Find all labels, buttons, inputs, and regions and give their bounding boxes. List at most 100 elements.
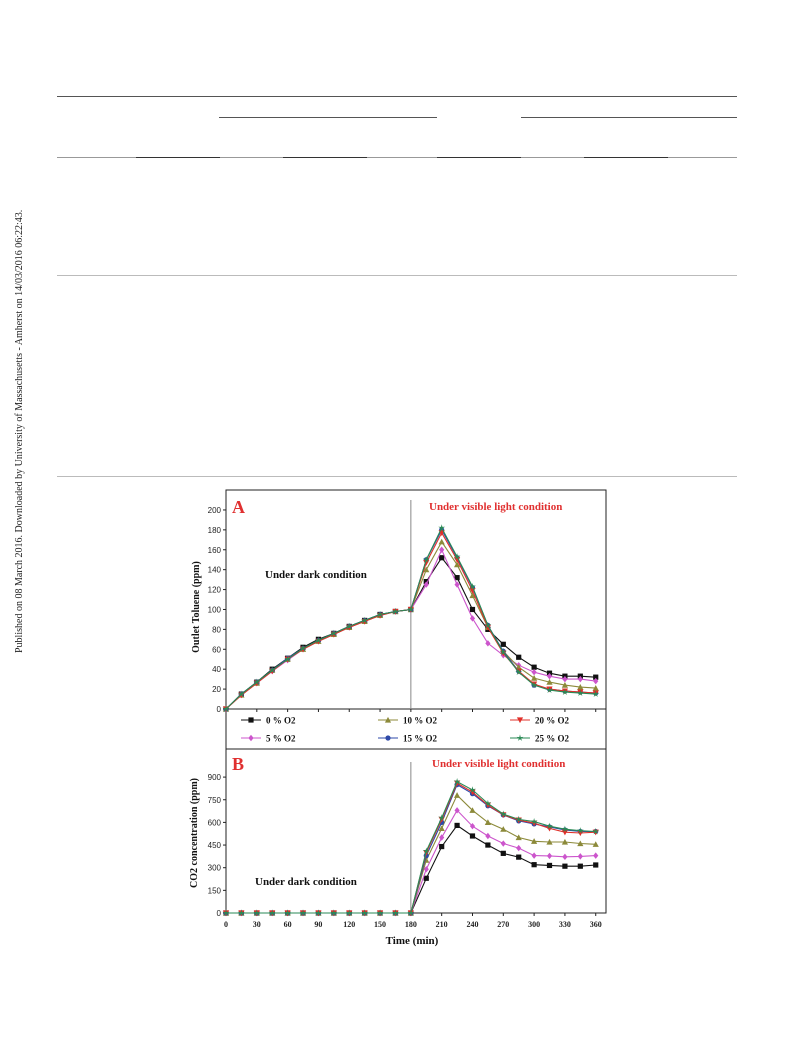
panel-b-letter: B bbox=[232, 754, 244, 774]
panel-a-point bbox=[531, 675, 538, 681]
legend-label: 25 % O2 bbox=[535, 734, 570, 744]
panel-a-point bbox=[330, 629, 338, 637]
panel-a-ytick-label: 100 bbox=[208, 605, 222, 614]
panel-b-point bbox=[238, 909, 245, 916]
panel-b-point bbox=[499, 810, 507, 817]
panel-b-point bbox=[469, 786, 476, 793]
panel-a-ytick-label: 20 bbox=[212, 685, 221, 694]
table-subheader-seg-4 bbox=[584, 157, 668, 158]
table-header-rule-left bbox=[219, 117, 437, 118]
panel-b-xtick-label: 150 bbox=[374, 920, 386, 929]
panel-a-point bbox=[530, 681, 538, 688]
panel-b-point bbox=[361, 909, 369, 916]
panel-a-point bbox=[593, 674, 599, 680]
panel-b-point bbox=[576, 827, 584, 834]
panel-b-point bbox=[469, 822, 476, 830]
panel-b-xtick-label: 60 bbox=[284, 920, 292, 929]
panel-b-xtick-label: 240 bbox=[466, 920, 478, 929]
table-header-rule-right bbox=[521, 117, 737, 118]
panel-a-point bbox=[577, 675, 583, 683]
panel-a-ytick-label: 160 bbox=[208, 546, 222, 555]
panel-a-point bbox=[592, 685, 599, 691]
panel-b-xtick-label: 330 bbox=[559, 920, 571, 929]
panel-b-xtick-label: 360 bbox=[590, 920, 602, 929]
panel-b-ytick-label: 900 bbox=[208, 773, 222, 782]
panel-a-plot bbox=[222, 524, 600, 713]
panel-a-point bbox=[453, 553, 461, 560]
legend-label: 10 % O2 bbox=[403, 716, 438, 726]
panel-b-ytick-label: 300 bbox=[208, 864, 222, 873]
table-top-rule bbox=[57, 96, 737, 97]
panel-b-point bbox=[546, 862, 553, 869]
panel-b-point bbox=[577, 863, 583, 869]
legend-marker bbox=[516, 734, 524, 741]
panel-a-point bbox=[268, 666, 276, 674]
panel-b-point bbox=[485, 832, 491, 840]
panel-b-xtick-label: 300 bbox=[528, 920, 540, 929]
panel-a-ytick-label: 180 bbox=[208, 526, 222, 535]
panel-b-point bbox=[593, 852, 599, 859]
panel-a-point bbox=[299, 644, 307, 652]
download-notice: Published on 08 March 2016. Downloaded b… bbox=[2, 163, 26, 663]
panel-b-xtick-label: 180 bbox=[405, 920, 417, 929]
panel-b-point bbox=[484, 802, 491, 809]
legend-label: 15 % O2 bbox=[403, 734, 438, 744]
panel-b-point bbox=[546, 852, 553, 860]
panel-b-point bbox=[484, 799, 492, 807]
panel-b-ylabel: CO2 concentration (ppm) bbox=[189, 778, 200, 888]
panel-a-dark-label: Under dark condition bbox=[265, 569, 367, 581]
panel-a-ytick-label: 140 bbox=[208, 566, 222, 575]
panel-b-point bbox=[439, 834, 445, 841]
panel-b-point bbox=[561, 825, 569, 833]
panel-b-point bbox=[561, 838, 569, 845]
download-notice-text: Published on 08 March 2016. Downloaded b… bbox=[14, 209, 25, 653]
panel-a-ytick-label: 40 bbox=[212, 665, 221, 674]
panel-a-point bbox=[238, 690, 245, 697]
panel-b-point bbox=[562, 863, 568, 869]
panel-b-dark-label: Under dark condition bbox=[255, 876, 357, 888]
panel-a-point bbox=[531, 664, 537, 670]
panel-b-point bbox=[577, 853, 583, 860]
panel-a-point bbox=[253, 678, 261, 685]
panel-b-ytick-label: 450 bbox=[208, 841, 222, 850]
panel-a-point bbox=[439, 546, 445, 553]
panel-a-point bbox=[469, 583, 476, 590]
legend-marker bbox=[248, 734, 254, 742]
panel-b-xtick-label: 30 bbox=[253, 920, 261, 929]
panel-a-point bbox=[392, 607, 399, 615]
panel-b-point bbox=[500, 840, 506, 847]
panel-b-point bbox=[515, 815, 523, 823]
panel-b-point bbox=[531, 862, 537, 868]
panel-b-point bbox=[546, 825, 553, 832]
panel-b-point bbox=[546, 838, 553, 845]
legend-label: 0 % O2 bbox=[266, 716, 296, 726]
panel-a-ytick-label: 60 bbox=[212, 645, 221, 654]
panel-b-xtick-label: 210 bbox=[436, 920, 448, 929]
panel-b-point bbox=[438, 825, 445, 832]
panel-a-point bbox=[284, 655, 291, 663]
panel-b-point bbox=[562, 853, 568, 861]
panel-b-axes: 0 150 300 450 600 750 900 0 30 60 90 120 150 180 210 24… bbox=[208, 762, 602, 929]
table-subheader-seg-2 bbox=[283, 157, 367, 158]
panel-a-point bbox=[438, 538, 445, 545]
table-subheader-rule bbox=[57, 157, 737, 158]
panel-b-point bbox=[284, 909, 291, 916]
panel-b-point bbox=[454, 807, 460, 814]
panel-a-point bbox=[222, 705, 230, 712]
panel-a-point bbox=[561, 682, 569, 688]
panel-a-ytick-label: 200 bbox=[208, 506, 222, 515]
panel-a-point bbox=[438, 524, 446, 531]
panel-a-point bbox=[577, 684, 584, 690]
figure-frame bbox=[225, 489, 607, 914]
panel-a-point bbox=[561, 688, 569, 695]
panel-b-point bbox=[345, 909, 353, 916]
panel-a-ylabel: Outlet Toluene (ppm) bbox=[191, 561, 202, 653]
panel-a: A Under visible light condition Under da… bbox=[191, 497, 600, 714]
panel-b-point bbox=[516, 854, 522, 860]
panel-b-point bbox=[453, 792, 461, 798]
panel-a-point bbox=[576, 689, 584, 696]
panel-a-ytick-label: 80 bbox=[212, 625, 221, 634]
panel-b-point bbox=[330, 909, 338, 916]
panel-a-light-label: Under visible light condition bbox=[429, 501, 562, 513]
section-rule bbox=[57, 476, 737, 477]
